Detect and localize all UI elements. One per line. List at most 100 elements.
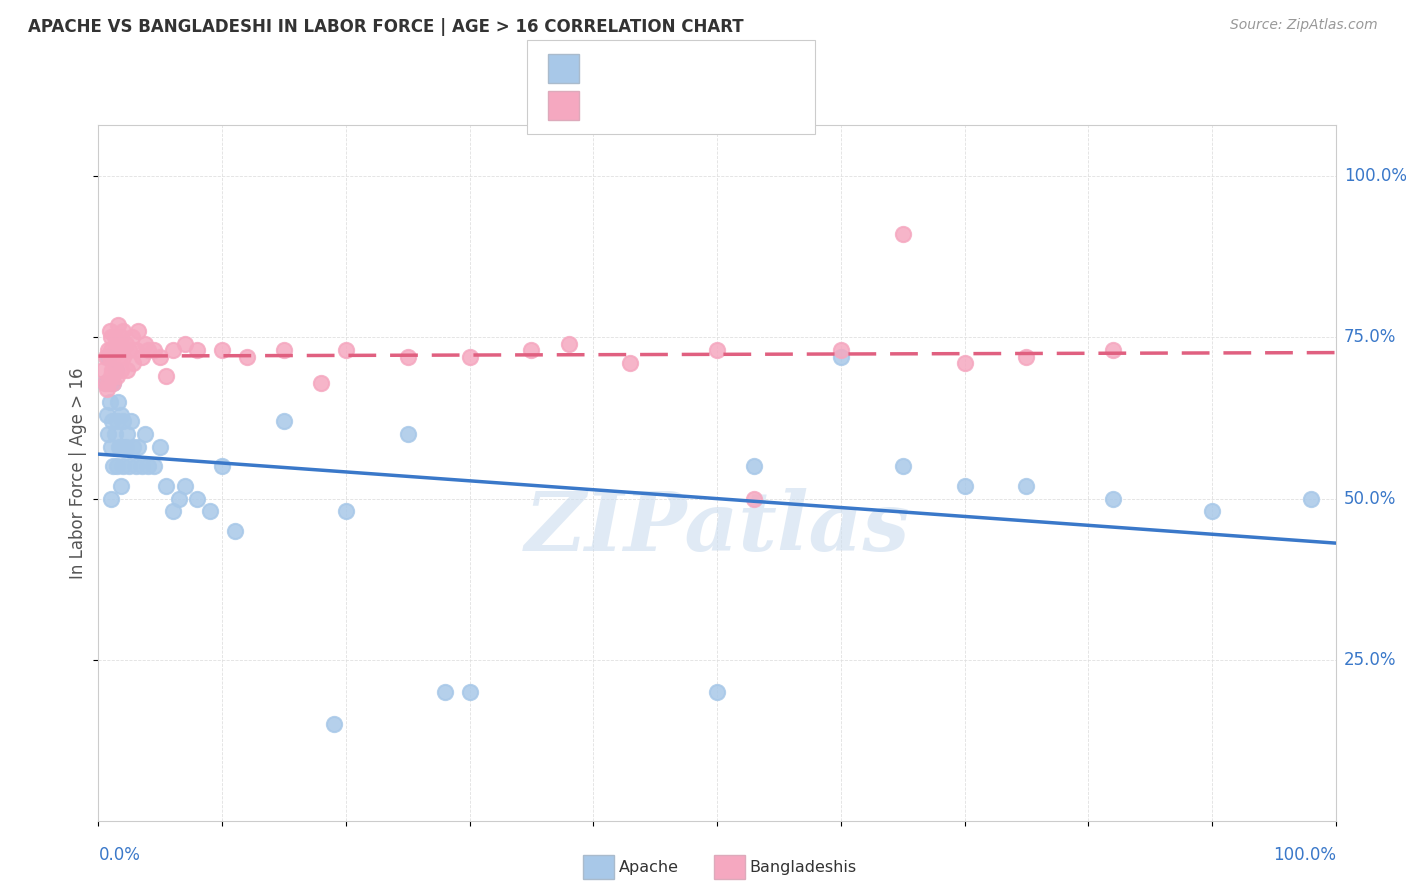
Point xyxy=(557,337,579,351)
Point xyxy=(97,343,120,358)
Text: N =: N = xyxy=(683,96,735,114)
Point xyxy=(322,717,344,731)
Point xyxy=(112,324,135,338)
Point xyxy=(149,440,172,454)
Point xyxy=(273,414,295,428)
Point xyxy=(143,343,166,358)
Text: N =: N = xyxy=(683,60,735,78)
Point xyxy=(105,369,128,384)
Point xyxy=(1201,504,1223,518)
Point xyxy=(105,337,128,351)
Point xyxy=(96,408,118,422)
Point xyxy=(131,350,153,364)
Point xyxy=(98,350,121,364)
Point xyxy=(127,324,149,338)
Point xyxy=(742,491,765,506)
Point xyxy=(121,330,143,344)
Point xyxy=(198,504,221,518)
Point xyxy=(131,459,153,474)
Point xyxy=(1102,343,1125,358)
Point xyxy=(110,330,132,344)
Point xyxy=(396,427,419,442)
Point xyxy=(122,440,145,454)
Point xyxy=(891,459,914,474)
Y-axis label: In Labor Force | Age > 16: In Labor Force | Age > 16 xyxy=(69,367,87,579)
Point xyxy=(953,356,976,370)
Point xyxy=(114,440,136,454)
Point xyxy=(335,343,357,358)
Point xyxy=(124,343,146,358)
Text: R =: R = xyxy=(588,96,633,114)
Point xyxy=(105,459,128,474)
Text: 100.0%: 100.0% xyxy=(1272,846,1336,863)
Point xyxy=(174,478,197,492)
Point xyxy=(224,524,246,538)
Text: 100.0%: 100.0% xyxy=(1344,168,1406,186)
Text: 60: 60 xyxy=(717,96,742,114)
Text: R =: R = xyxy=(588,60,627,78)
Point xyxy=(100,330,122,344)
Point xyxy=(101,414,124,428)
Point xyxy=(100,369,122,384)
Point xyxy=(111,440,134,454)
Point xyxy=(186,491,208,506)
Point xyxy=(273,343,295,358)
Point xyxy=(134,337,156,351)
Point xyxy=(155,369,177,384)
Point xyxy=(100,376,122,390)
Point xyxy=(118,459,141,474)
Text: -0.289: -0.289 xyxy=(619,60,683,78)
Point xyxy=(94,350,117,364)
Point xyxy=(211,343,233,358)
Point xyxy=(111,343,134,358)
Point xyxy=(110,478,132,492)
Point xyxy=(124,459,146,474)
Point xyxy=(706,685,728,699)
Point xyxy=(458,350,481,364)
Text: 0.0%: 0.0% xyxy=(98,846,141,863)
Point xyxy=(103,376,125,390)
Text: Apache: Apache xyxy=(619,860,679,874)
Point xyxy=(143,459,166,474)
Point xyxy=(186,343,208,358)
Point xyxy=(100,343,122,358)
Point xyxy=(706,343,728,358)
Point xyxy=(433,685,456,699)
Point xyxy=(236,350,259,364)
Point xyxy=(100,491,122,506)
Text: ZIPatlas: ZIPatlas xyxy=(524,489,910,568)
Point xyxy=(162,504,184,518)
Point xyxy=(107,395,129,409)
Point xyxy=(103,427,125,442)
Point xyxy=(104,362,127,376)
Text: Source: ZipAtlas.com: Source: ZipAtlas.com xyxy=(1230,18,1378,32)
Point xyxy=(742,459,765,474)
Point xyxy=(155,478,177,492)
Point xyxy=(98,324,121,338)
Point xyxy=(830,350,852,364)
Point xyxy=(458,685,481,699)
Point xyxy=(134,427,156,442)
Point xyxy=(174,337,197,351)
Point xyxy=(1015,478,1038,492)
Point xyxy=(114,337,136,351)
Point xyxy=(96,382,118,396)
Point xyxy=(953,478,976,492)
Point xyxy=(891,227,914,242)
Text: 75.0%: 75.0% xyxy=(1344,328,1396,346)
Text: Bangladeshis: Bangladeshis xyxy=(749,860,856,874)
Point xyxy=(108,343,131,358)
Point xyxy=(107,350,129,364)
Point xyxy=(107,318,129,332)
Point xyxy=(101,362,124,376)
Point xyxy=(136,343,159,358)
Point xyxy=(127,440,149,454)
Point xyxy=(97,376,120,390)
Text: 50.0%: 50.0% xyxy=(1344,490,1396,508)
Point xyxy=(149,350,172,364)
Point xyxy=(112,414,135,428)
Point xyxy=(115,362,138,376)
Point xyxy=(122,356,145,370)
Point xyxy=(103,362,125,376)
Point xyxy=(100,440,122,454)
